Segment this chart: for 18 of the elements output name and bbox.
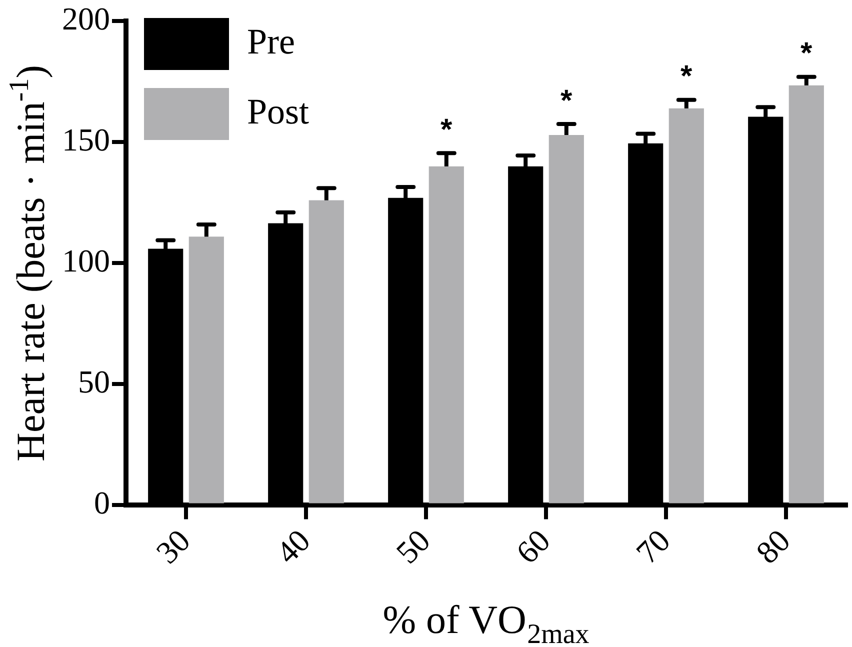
y-tick-label: 150 (62, 122, 110, 158)
legend-label: Post (247, 91, 310, 132)
y-axis-title: Heart rate (beats · min-1) (4, 64, 53, 462)
x-tick-label: 80 (748, 522, 797, 570)
y-tick-label: 100 (62, 242, 110, 279)
legend-label: Pre (247, 21, 295, 62)
y-tick-label: 50 (78, 364, 110, 400)
y-tick-label: 0 (94, 484, 110, 521)
x-tick-label: 70 (628, 522, 677, 570)
x-tick-label: 60 (508, 522, 557, 570)
x-tick-label: 30 (148, 522, 197, 570)
x-tick-label: 50 (388, 522, 437, 570)
annotation: * (680, 60, 693, 94)
annotation: * (440, 113, 453, 146)
y-tick-label: 200 (62, 0, 110, 37)
annotation: * (560, 84, 573, 118)
x-tick-label: 40 (268, 522, 317, 570)
annotation: * (800, 37, 813, 70)
